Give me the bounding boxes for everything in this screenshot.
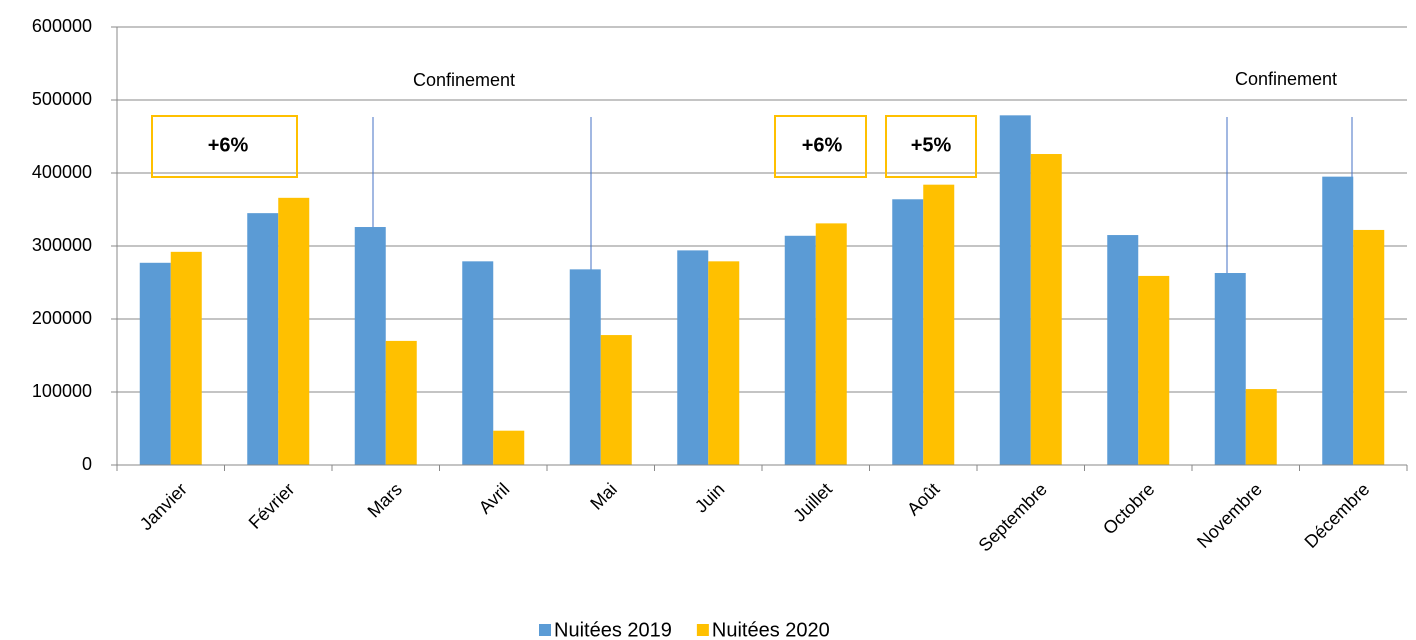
legend-label: Nuitées 2019 xyxy=(554,619,672,640)
bar xyxy=(999,115,1031,465)
bar xyxy=(892,199,924,465)
bar xyxy=(1245,389,1277,465)
y-tick-label: 500000 xyxy=(32,89,92,109)
y-tick-label: 600000 xyxy=(32,16,92,36)
x-tick-label: Février xyxy=(245,479,299,533)
legend-swatch xyxy=(696,624,709,636)
annotation-box xyxy=(774,115,867,178)
y-tick-label: 0 xyxy=(82,454,92,474)
bar xyxy=(1138,275,1170,465)
bar xyxy=(247,213,279,465)
annotation: +6% xyxy=(802,134,843,156)
bar xyxy=(1030,154,1062,465)
bar xyxy=(1107,235,1139,465)
x-tick-label: Décembre xyxy=(1301,479,1374,552)
x-tick-label: Août xyxy=(903,479,943,519)
bar xyxy=(677,250,709,465)
y-tick-label: 200000 xyxy=(32,308,92,328)
x-tick-label: Mai xyxy=(586,479,621,514)
bar xyxy=(923,184,955,465)
x-tick-label: Janvier xyxy=(136,479,191,534)
bar xyxy=(139,262,171,465)
x-tick-label: Septembre xyxy=(975,479,1051,555)
annotation: +6% xyxy=(208,134,249,156)
annotation: +5% xyxy=(911,134,952,156)
bar xyxy=(600,335,632,465)
bar xyxy=(569,269,601,465)
annotation-box xyxy=(151,115,298,178)
x-tick-label: Octobre xyxy=(1099,479,1158,538)
y-tick-label: 300000 xyxy=(32,235,92,255)
x-tick-label: Avril xyxy=(475,479,514,518)
bar xyxy=(1353,229,1385,465)
annotation: Confinement xyxy=(1235,69,1337,89)
event-lines xyxy=(372,117,1353,465)
legend-swatch xyxy=(539,624,551,636)
bar xyxy=(170,251,202,465)
x-tick-label: Juin xyxy=(691,479,728,516)
bar xyxy=(1322,176,1354,465)
annotation: Confinement xyxy=(413,70,516,90)
legend-label: Nuitées 2020 xyxy=(712,619,830,640)
bar xyxy=(708,261,740,465)
bar xyxy=(784,235,816,465)
y-tick-label: 400000 xyxy=(32,162,92,182)
bar xyxy=(278,197,310,465)
annotation-box xyxy=(885,115,977,178)
y-tick-label: 100000 xyxy=(32,381,92,401)
bar xyxy=(1214,273,1246,465)
x-tick-label: Mars xyxy=(364,479,406,521)
bar xyxy=(493,430,525,465)
x-tick-label: Novembre xyxy=(1193,479,1266,552)
bar xyxy=(354,227,386,465)
bar xyxy=(462,261,494,465)
bar xyxy=(815,223,847,465)
bar xyxy=(385,340,417,465)
x-tick-label: Juillet xyxy=(789,479,836,526)
